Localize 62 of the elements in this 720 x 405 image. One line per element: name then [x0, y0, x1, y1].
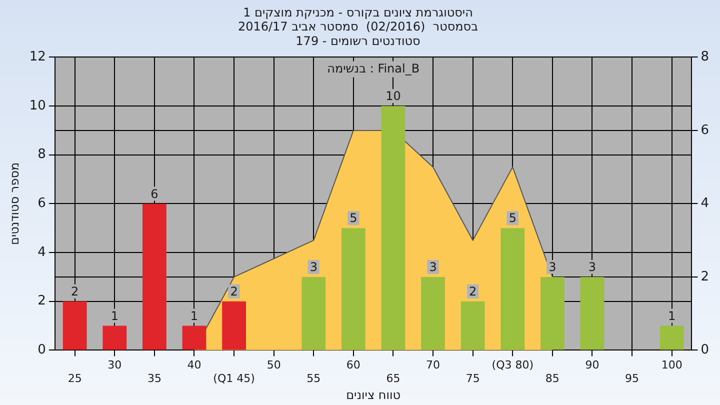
bar: [500, 228, 525, 350]
data-label: 3: [310, 260, 318, 274]
y-tick-label: 6: [38, 196, 46, 212]
bar: [222, 301, 246, 350]
y2-tick-label: 2: [700, 269, 710, 284]
bar: [341, 228, 366, 350]
data-label: 2: [230, 284, 238, 298]
bar: [302, 276, 326, 350]
bar: [580, 276, 604, 350]
x-tick-label: 60: [346, 358, 360, 372]
data-label: 5: [350, 211, 358, 226]
x-tick-label: 70: [426, 358, 440, 372]
bar: [540, 276, 564, 350]
y2-tick-label: 6: [700, 122, 710, 138]
x-tick-label: 50: [266, 358, 281, 372]
x-tick-label: 75: [466, 372, 480, 385]
y2-tick-label: 8: [700, 50, 710, 65]
x-tick-label: 95: [625, 372, 640, 385]
y-tick-label: 2: [38, 294, 46, 309]
data-label: 3: [429, 260, 437, 274]
text: היסטוגרמת ציונים בקורס - מכניקת מוצקים 1: [243, 5, 473, 20]
y-tick-label: 8: [38, 147, 46, 162]
data-label: 2: [71, 284, 79, 298]
x-tick-label: 35: [147, 372, 162, 385]
data-label: 3: [548, 260, 556, 274]
x-tick-label: 65: [386, 372, 400, 385]
y-tick-label: 10: [29, 98, 46, 114]
bar: [142, 204, 166, 350]
data-label: 3: [588, 260, 596, 274]
y-axis-title: מספר סטודנטים: [7, 162, 22, 246]
y2-tick-label: 0: [700, 342, 710, 358]
y-tick-label: 12: [29, 50, 46, 65]
data-label: 1: [110, 308, 118, 323]
y-tick-label: 0: [38, 342, 46, 358]
bar: [182, 326, 206, 350]
data-label: 10: [386, 89, 401, 104]
data-label: 5: [508, 211, 516, 226]
data-label: 6: [150, 186, 158, 201]
x-tick-label: 40: [187, 358, 202, 372]
bar: [381, 106, 406, 350]
y-tick-label: 4: [38, 244, 46, 260]
y2-tick-label: 4: [700, 196, 710, 212]
data-label: 1: [668, 308, 676, 323]
bar: [102, 326, 127, 350]
x-tick-label: 55: [306, 372, 321, 385]
bar: [421, 276, 445, 350]
data-label: 1: [190, 308, 198, 323]
bar: [62, 301, 87, 350]
x-tick-label: 85: [545, 372, 560, 385]
text: בסמסטר (02/2016) סמסטר אביב 2016/17: [238, 20, 478, 34]
x-tick-label: 25: [68, 372, 82, 385]
x-axis-title: טווח ציונים: [346, 388, 401, 402]
x-tick-label: 90: [585, 358, 600, 372]
bar: [460, 301, 485, 350]
x-tick-label: 30: [108, 358, 122, 372]
x-tick-label: (Q1 45): [213, 372, 255, 385]
x-tick-label: (Q3 80): [492, 358, 534, 372]
annotation: בנשימה : Final_B: [327, 61, 420, 76]
bar: [660, 326, 684, 350]
x-tick-label: 100: [661, 358, 682, 372]
chart-subtitle: סטודנטים רשומים - 179: [296, 34, 421, 48]
data-label: 2: [469, 284, 477, 298]
